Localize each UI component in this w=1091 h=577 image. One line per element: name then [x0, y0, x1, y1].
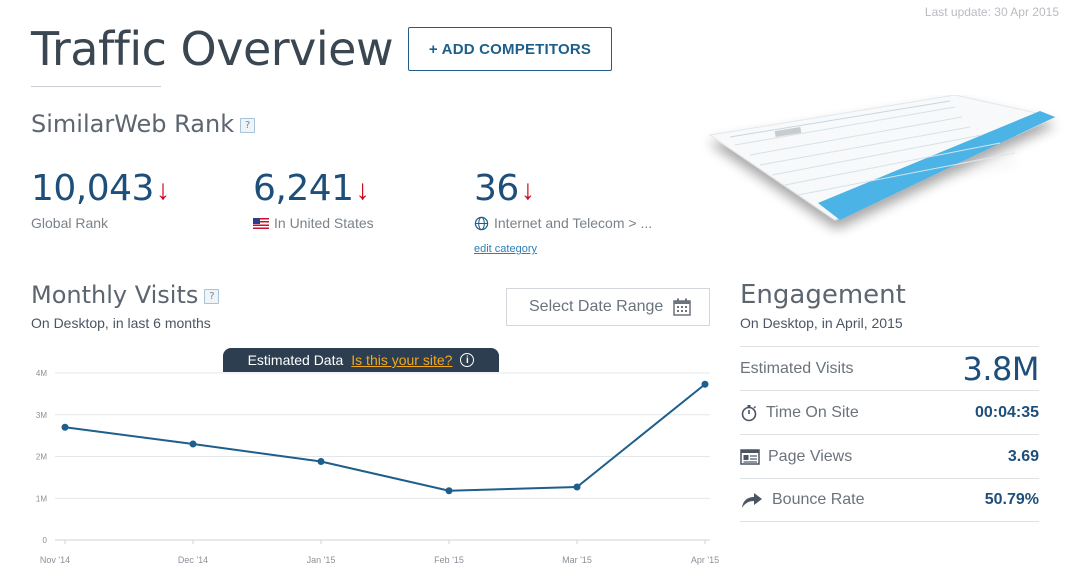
down-arrow-icon: ↓	[520, 174, 535, 205]
engagement-row-time-on-site: Time On Site 00:04:35	[740, 390, 1039, 434]
engagement-title: Engagement	[740, 280, 906, 310]
engagement-label-wrap: Time On Site	[740, 404, 859, 422]
rank-help-icon[interactable]: ?	[240, 117, 256, 133]
page-icon	[740, 448, 760, 465]
data-point	[701, 380, 709, 388]
calendar-icon	[673, 298, 691, 316]
engagement-row-page-views: Page Views 3.69	[740, 434, 1039, 478]
country-rank-label[interactable]: In United States	[274, 215, 374, 231]
add-competitors-button[interactable]: + ADD COMPETITORS	[408, 27, 612, 71]
globe-icon	[474, 216, 489, 230]
category-rank: 36↓ Internet and Telecom > ...	[474, 168, 652, 231]
last-update: Last update: 30 Apr 2015	[924, 5, 1059, 19]
global-rank-label: Global Rank	[31, 215, 109, 231]
series-line	[64, 383, 706, 492]
date-range-picker[interactable]: Select Date Range	[506, 288, 710, 326]
data-point	[317, 458, 325, 466]
y-tick-label: 2M	[36, 453, 47, 462]
x-tick-label: Nov '14	[40, 555, 70, 565]
rank-section-title: SimilarWeb Rank?	[31, 110, 256, 138]
data-point	[189, 440, 197, 448]
stopwatch-icon	[741, 404, 757, 421]
y-tick-label: 0	[43, 536, 48, 545]
engagement-label: Bounce Rate	[772, 491, 865, 508]
category-rank-label-wrap: Internet and Telecom > ...	[474, 215, 652, 231]
date-range-label: Select Date Range	[529, 298, 664, 315]
engagement-table: Estimated Visits 3.8M Time On Site 00:04…	[740, 346, 1039, 522]
estimated-data-banner: Estimated Data Is this your site? i	[223, 348, 499, 372]
country-rank-value: 6,241	[253, 168, 354, 209]
category-rank-value: 36	[474, 168, 519, 209]
info-icon[interactable]: i	[460, 353, 475, 367]
data-point	[61, 423, 69, 431]
engagement-row-estimated-visits: Estimated Visits 3.8M	[740, 346, 1039, 390]
y-tick-label: 4M	[36, 369, 47, 378]
bounce-arrow-icon	[742, 493, 762, 508]
edit-category-link[interactable]: edit category	[474, 243, 537, 255]
estimated-data-label: Estimated Data	[247, 352, 344, 368]
monthly-visits-title: Monthly Visits	[31, 281, 199, 309]
engagement-label: Time On Site	[766, 403, 859, 421]
engagement-value: 00:04:35	[974, 403, 1039, 421]
engagement-value: 50.79%	[984, 491, 1039, 508]
engagement-label-wrap: Page Views	[740, 448, 852, 466]
page-title: Traffic Overview	[31, 22, 394, 76]
global-rank: 10,043↓ Global Rank	[31, 168, 170, 231]
category-rank-label[interactable]: Internet and Telecom > ...	[494, 215, 653, 231]
country-rank-label-wrap: In United States	[253, 215, 374, 231]
x-tick-label: Feb '15	[434, 555, 464, 565]
x-tick-label: Apr '15	[691, 555, 719, 565]
y-tick-label: 1M	[36, 494, 47, 503]
is-this-your-site-link[interactable]: Is this your site?	[351, 352, 453, 368]
engagement-label: Estimated Visits	[740, 359, 854, 377]
engagement-subtitle: On Desktop, in April, 2015	[740, 315, 903, 331]
data-point	[573, 483, 581, 491]
engagement-label-wrap: Bounce Rate	[740, 491, 865, 509]
website-preview-image[interactable]	[700, 95, 1070, 265]
country-rank: 6,241↓ In United States	[253, 168, 374, 231]
engagement-label: Page Views	[768, 447, 853, 465]
x-tick-label: Mar '15	[562, 555, 592, 565]
title-divider	[31, 86, 161, 87]
x-tick-label: Dec '14	[178, 555, 208, 565]
global-rank-value: 10,043	[31, 168, 154, 209]
us-flag-icon	[253, 217, 269, 229]
engagement-value: 3.69	[1007, 447, 1039, 465]
engagement-row-bounce-rate: Bounce Rate 50.79%	[740, 478, 1039, 522]
x-tick-label: Jan '15	[307, 555, 336, 565]
y-tick-label: 3M	[36, 411, 47, 420]
rank-title: SimilarWeb Rank	[31, 110, 235, 138]
engagement-value: 3.8M	[962, 349, 1040, 388]
monthly-visits-chart: 0 1M 2M 3M 4M Nov '14 Dec '14 Jan '15 Feb '15 Mar…	[36, 369, 719, 565]
down-arrow-icon: ↓	[355, 174, 370, 205]
monthly-help-icon[interactable]: ?	[204, 288, 220, 304]
monthly-visits-title-wrap: Monthly Visits?	[31, 281, 220, 309]
down-arrow-icon: ↓	[155, 174, 170, 205]
data-point	[445, 487, 453, 495]
monthly-visits-subtitle: On Desktop, in last 6 months	[31, 315, 211, 331]
